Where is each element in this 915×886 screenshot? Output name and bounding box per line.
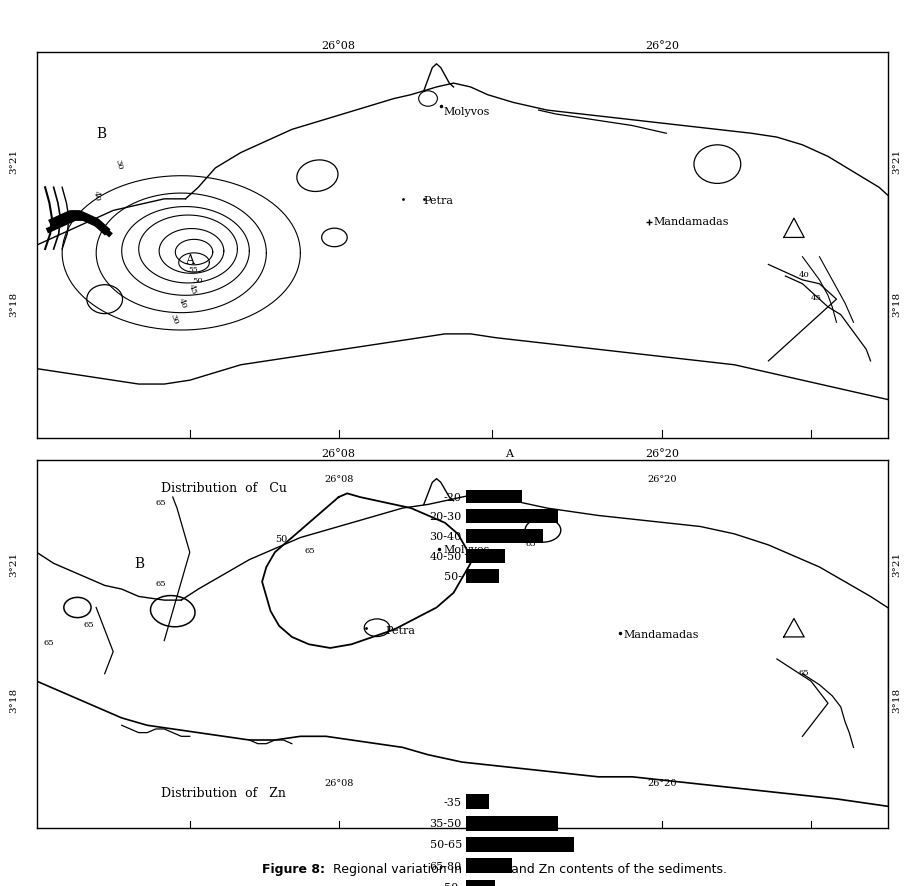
- Text: Distribution  of   Zn: Distribution of Zn: [161, 787, 286, 799]
- Text: 3°18: 3°18: [892, 688, 901, 712]
- Text: 3°18: 3°18: [9, 291, 18, 316]
- Text: 65: 65: [156, 579, 167, 587]
- Text: -35: -35: [444, 797, 462, 807]
- Text: 50: 50: [274, 534, 287, 544]
- Text: 50-65: 50-65: [429, 840, 462, 850]
- Text: 3°21: 3°21: [9, 149, 18, 174]
- Text: 26°20: 26°20: [645, 41, 679, 51]
- Text: Mandamadas: Mandamadas: [624, 629, 699, 639]
- Text: 26°20: 26°20: [645, 448, 679, 458]
- Text: 3°21: 3°21: [892, 149, 901, 174]
- Text: Molyvos: Molyvos: [444, 545, 490, 555]
- Text: 26°08: 26°08: [322, 41, 356, 51]
- Text: Figure 8:: Figure 8:: [262, 862, 325, 875]
- Text: 20-30: 20-30: [429, 512, 462, 522]
- Text: 50: 50: [192, 276, 203, 284]
- Text: A: A: [505, 448, 513, 458]
- Text: Petra: Petra: [424, 196, 454, 206]
- Text: 45: 45: [811, 294, 822, 302]
- Text: 65: 65: [305, 547, 316, 555]
- Text: Regional variation in the Cu and Zn contents of the sediments.: Regional variation in the Cu and Zn cont…: [329, 862, 727, 875]
- Text: 50-: 50-: [444, 882, 462, 886]
- Text: 30-40: 30-40: [429, 532, 462, 541]
- Text: 50: 50: [69, 209, 79, 221]
- Text: 45: 45: [188, 284, 199, 296]
- Text: 65: 65: [156, 499, 167, 507]
- Text: 3°18: 3°18: [9, 688, 18, 712]
- Text: 26°08: 26°08: [324, 779, 353, 788]
- Text: 65: 65: [526, 540, 536, 548]
- Text: 65: 65: [43, 639, 54, 647]
- Text: -20: -20: [444, 492, 462, 502]
- Text: 40: 40: [177, 297, 188, 309]
- Text: 30: 30: [168, 312, 179, 325]
- Text: Mandamadas: Mandamadas: [653, 217, 729, 227]
- Text: 35-50: 35-50: [429, 818, 462, 828]
- Text: 26°08: 26°08: [324, 475, 353, 484]
- Text: 26°08: 26°08: [322, 448, 356, 458]
- Text: 50-: 50-: [444, 571, 462, 581]
- Text: 65: 65: [509, 495, 520, 503]
- Text: 40: 40: [92, 190, 102, 202]
- Text: 65: 65: [798, 668, 809, 676]
- Text: A: A: [186, 253, 195, 266]
- Text: 3°21: 3°21: [892, 551, 901, 576]
- Text: 3°21: 3°21: [9, 551, 18, 576]
- Text: 40-50: 40-50: [429, 552, 462, 562]
- Text: 26°20: 26°20: [647, 779, 677, 788]
- Text: Molyvos: Molyvos: [444, 107, 490, 117]
- Text: 55: 55: [188, 266, 198, 274]
- Text: 65-80: 65-80: [429, 861, 462, 871]
- Text: 40: 40: [798, 271, 809, 279]
- Text: 30: 30: [113, 159, 124, 171]
- Text: Distribution  of   Cu: Distribution of Cu: [161, 482, 286, 494]
- Text: 3°18: 3°18: [892, 291, 901, 316]
- Text: 65: 65: [83, 620, 94, 628]
- Text: 26°20: 26°20: [647, 475, 677, 484]
- Text: B: B: [135, 556, 145, 571]
- Text: B: B: [96, 127, 106, 141]
- Text: Petra: Petra: [385, 626, 415, 635]
